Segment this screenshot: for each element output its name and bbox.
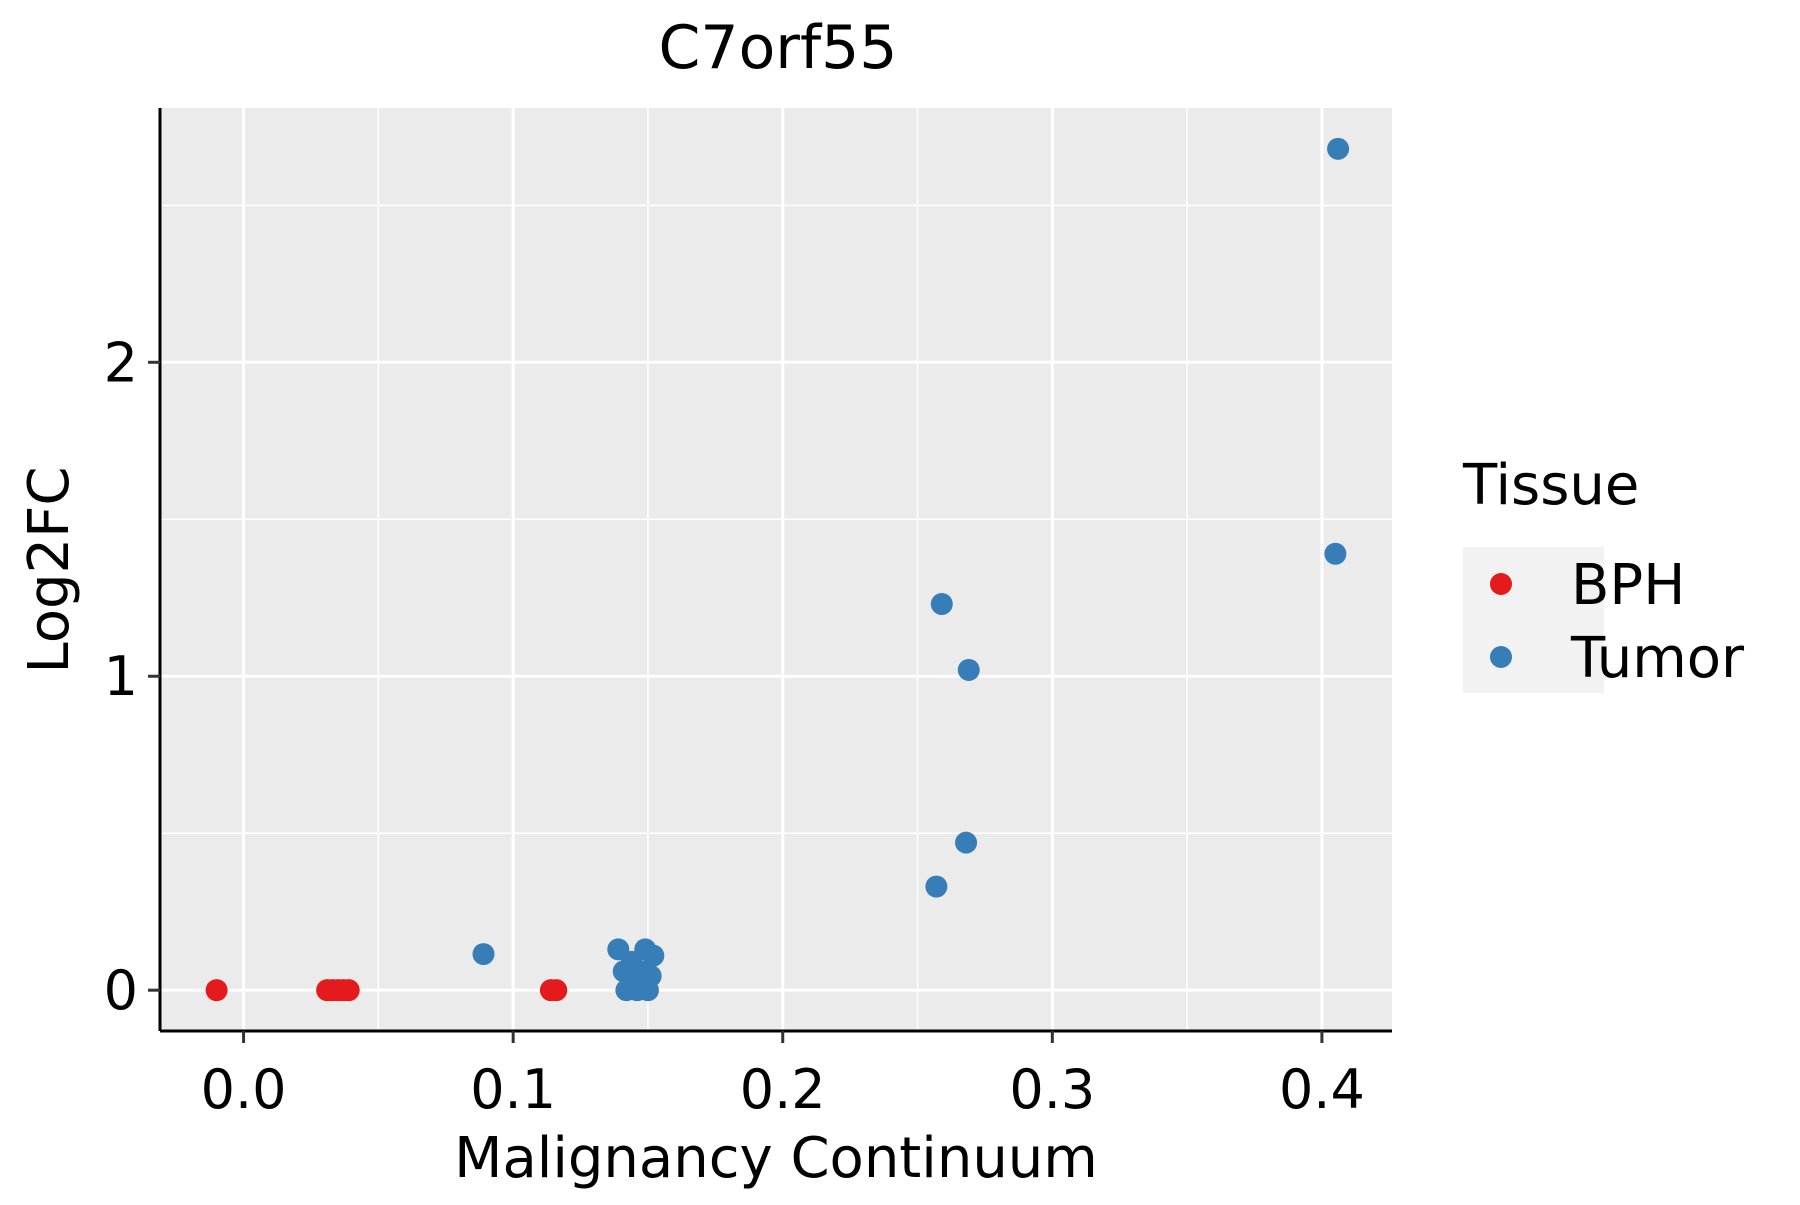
legend-title: Tissue — [1462, 453, 1639, 518]
y-tick-label: 2 — [104, 331, 138, 394]
y-axis-title: Log2FC — [17, 467, 82, 674]
x-tick-label: 0.4 — [1279, 1058, 1365, 1121]
data-point-tumor — [1324, 542, 1347, 565]
data-point-tumor — [642, 944, 665, 967]
x-axis-ticks: 0.0 0.1 0.2 0.3 0.4 — [201, 1031, 1365, 1121]
data-point-tumor — [957, 658, 980, 681]
data-point-tumor — [930, 593, 953, 616]
data-point-tumor — [639, 965, 662, 988]
data-point-tumor — [925, 875, 948, 898]
y-tick-label: 0 — [104, 959, 138, 1022]
data-points — [205, 137, 1350, 1002]
data-point-bph — [205, 979, 228, 1002]
x-axis-title: Malignancy Continuum — [454, 1126, 1098, 1191]
minor-gridlines — [160, 108, 1392, 1031]
legend-key-background — [1463, 547, 1604, 693]
legend-label-bph: BPH — [1571, 553, 1685, 618]
x-tick-label: 0.1 — [470, 1058, 556, 1121]
data-point-bph — [337, 979, 360, 1002]
legend: Tissue BPH Tumor — [1462, 453, 1745, 693]
plot-panel — [160, 108, 1392, 1031]
x-tick-label: 0.0 — [201, 1058, 287, 1121]
major-gridlines — [160, 108, 1392, 1031]
legend-key-bph — [1490, 573, 1512, 595]
legend-label-tumor: Tumor — [1570, 626, 1745, 691]
legend-entries: BPH Tumor — [1490, 553, 1745, 691]
data-point-tumor — [955, 831, 978, 854]
x-tick-label: 0.2 — [740, 1058, 826, 1121]
y-tick-label: 1 — [104, 645, 138, 708]
data-point-tumor — [472, 943, 495, 966]
y-axis-ticks: 0 1 2 — [104, 331, 160, 1022]
legend-key-tumor — [1490, 646, 1512, 668]
chart-title: C7orf55 — [659, 13, 898, 83]
data-point-bph — [545, 979, 568, 1002]
x-tick-label: 0.3 — [1009, 1058, 1095, 1121]
data-point-tumor — [1327, 137, 1350, 160]
